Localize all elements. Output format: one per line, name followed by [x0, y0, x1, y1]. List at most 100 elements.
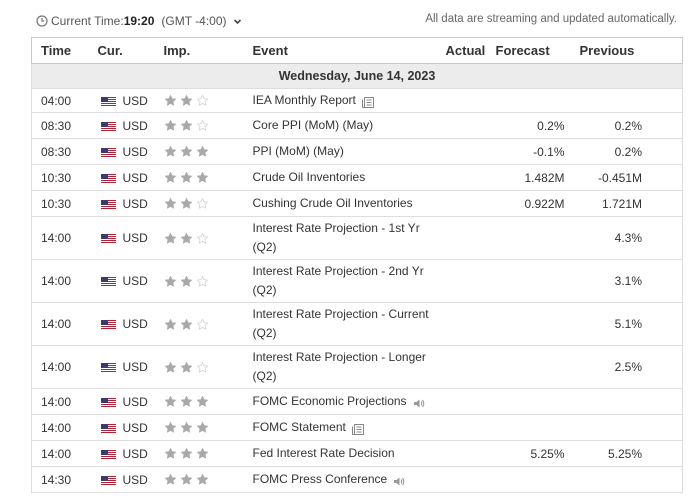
star-filled-icon: [180, 421, 193, 434]
event-row[interactable]: 10:30 USD Cushing Crude Oil Inventories 0.9…: [31, 190, 683, 217]
event-time: 14:30: [31, 466, 98, 493]
event-actual: [445, 466, 496, 493]
event-forecast: [495, 302, 580, 346]
column-header-event[interactable]: Event: [252, 37, 446, 64]
event-row[interactable]: 14:00 USD FOMC Statement: [31, 414, 683, 441]
event-name[interactable]: Core PPI (MoM) (May): [252, 118, 374, 132]
star-empty-icon: [196, 197, 209, 210]
event-name[interactable]: Interest Rate Projection - 2nd Yr (Q2): [252, 264, 424, 297]
document-icon[interactable]: [351, 422, 364, 436]
event-name[interactable]: Cushing Crude Oil Inventories: [252, 196, 413, 210]
event-name-cell[interactable]: Interest Rate Projection - Longer (Q2): [252, 345, 446, 389]
event-name-cell[interactable]: Interest Rate Projection - 1st Yr (Q2): [252, 216, 446, 260]
event-name[interactable]: Interest Rate Projection - Longer (Q2): [252, 350, 426, 383]
event-importance: [163, 466, 253, 493]
event-actual: [445, 345, 496, 389]
event-importance: [163, 414, 253, 441]
timezone-selector[interactable]: Current Time: 19:20 (GMT -4:00): [36, 14, 242, 28]
event-name-cell[interactable]: FOMC Economic Projections: [252, 388, 446, 415]
event-previous: [579, 414, 683, 441]
event-currency: USD: [122, 231, 148, 245]
event-name[interactable]: Interest Rate Projection - Current (Q2): [252, 307, 429, 340]
event-name-cell[interactable]: Crude Oil Inventories: [252, 164, 446, 191]
event-currency-cell: USD: [97, 466, 164, 493]
event-actual: [445, 414, 496, 441]
event-row[interactable]: 08:30 USD PPI (MoM) (May) -0.1% 0.2%: [31, 138, 683, 165]
event-row[interactable]: 14:00 USD Interest Rate Projection - 2nd Y…: [31, 259, 683, 303]
event-time: 14:00: [31, 259, 98, 303]
event-name[interactable]: FOMC Press Conference: [252, 472, 388, 486]
star-filled-icon: [180, 197, 193, 210]
event-name-cell[interactable]: PPI (MoM) (May): [252, 138, 446, 165]
event-currency-cell: USD: [97, 190, 164, 217]
event-previous: [579, 88, 683, 113]
event-name-cell[interactable]: Core PPI (MoM) (May): [252, 112, 446, 139]
event-name[interactable]: FOMC Statement: [252, 420, 346, 434]
event-name-cell[interactable]: Interest Rate Projection - 2nd Yr (Q2): [252, 259, 446, 303]
event-currency: USD: [122, 360, 148, 374]
event-row[interactable]: 10:30 USD Crude Oil Inventories 1.482M -0.45…: [31, 164, 683, 191]
event-row[interactable]: 14:00 USD Fed Interest Rate Decision 5.25% 5…: [31, 440, 683, 467]
event-row[interactable]: 14:00 USD Interest Rate Projection - Longe…: [31, 345, 683, 389]
event-forecast: 0.2%: [495, 112, 580, 139]
star-filled-icon: [180, 395, 193, 408]
star-empty-icon: [196, 232, 209, 245]
column-header-currency[interactable]: Cur.: [97, 37, 164, 64]
event-actual: [445, 216, 496, 260]
star-filled-icon: [180, 171, 193, 184]
column-header-importance[interactable]: Imp.: [163, 37, 253, 64]
us-flag-icon: [100, 199, 116, 210]
event-name-cell[interactable]: IEA Monthly Report: [252, 88, 446, 113]
event-importance: [163, 88, 253, 113]
event-row[interactable]: 04:00 USD IEA Monthly Report: [31, 88, 683, 113]
event-forecast: [495, 88, 580, 113]
event-time: 14:00: [31, 440, 98, 467]
event-forecast: [495, 466, 580, 493]
event-currency: USD: [122, 317, 148, 331]
document-icon[interactable]: [361, 95, 374, 109]
column-header-forecast[interactable]: Forecast: [495, 37, 580, 64]
star-filled-icon: [196, 145, 209, 158]
column-header-previous[interactable]: Previous: [579, 37, 683, 64]
event-previous: 1.721M: [579, 190, 683, 217]
event-currency: USD: [122, 196, 148, 211]
event-name-cell[interactable]: Interest Rate Projection - Current (Q2): [252, 302, 446, 346]
event-time: 08:30: [31, 112, 98, 139]
event-name[interactable]: IEA Monthly Report: [252, 93, 356, 107]
speaker-icon[interactable]: [393, 474, 405, 486]
event-actual: [445, 190, 496, 217]
event-name[interactable]: FOMC Economic Projections: [252, 394, 407, 408]
event-name[interactable]: PPI (MoM) (May): [252, 144, 344, 158]
event-previous: 0.2%: [579, 138, 683, 165]
speaker-icon[interactable]: [413, 396, 425, 408]
event-name-cell[interactable]: FOMC Statement: [252, 414, 446, 441]
event-name[interactable]: Crude Oil Inventories: [252, 170, 366, 184]
event-currency: USD: [122, 446, 148, 461]
event-name[interactable]: Fed Interest Rate Decision: [252, 446, 395, 460]
event-name[interactable]: Interest Rate Projection - 1st Yr (Q2): [252, 221, 420, 254]
event-name-cell[interactable]: Cushing Crude Oil Inventories: [252, 190, 446, 217]
event-actual: [445, 164, 496, 191]
star-filled-icon: [164, 119, 177, 132]
event-forecast: [495, 216, 580, 260]
column-header-time[interactable]: Time: [31, 37, 98, 64]
event-forecast: -0.1%: [495, 138, 580, 165]
column-header-actual[interactable]: Actual: [445, 37, 496, 64]
event-row[interactable]: 14:30 USD FOMC Press Conference: [31, 466, 683, 493]
event-row[interactable]: 08:30 USD Core PPI (MoM) (May) 0.2% 0.2%: [31, 112, 683, 139]
event-name-cell[interactable]: FOMC Press Conference: [252, 466, 446, 493]
event-previous: 2.5%: [579, 345, 683, 389]
event-row[interactable]: 14:00 USD FOMC Economic Projections: [31, 388, 683, 415]
event-currency: USD: [122, 420, 148, 435]
chevron-down-icon: [233, 17, 242, 26]
event-row[interactable]: 14:00 USD Interest Rate Projection - 1st Y…: [31, 216, 683, 260]
star-filled-icon: [180, 232, 193, 245]
star-filled-icon: [180, 119, 193, 132]
event-currency-cell: USD: [97, 388, 164, 415]
event-row[interactable]: 14:00 USD Interest Rate Projection - Curre…: [31, 302, 683, 346]
star-filled-icon: [164, 275, 177, 288]
event-importance: [163, 112, 253, 139]
event-currency: USD: [122, 144, 148, 159]
event-name-cell[interactable]: Fed Interest Rate Decision: [252, 440, 446, 467]
event-currency: USD: [122, 394, 148, 409]
